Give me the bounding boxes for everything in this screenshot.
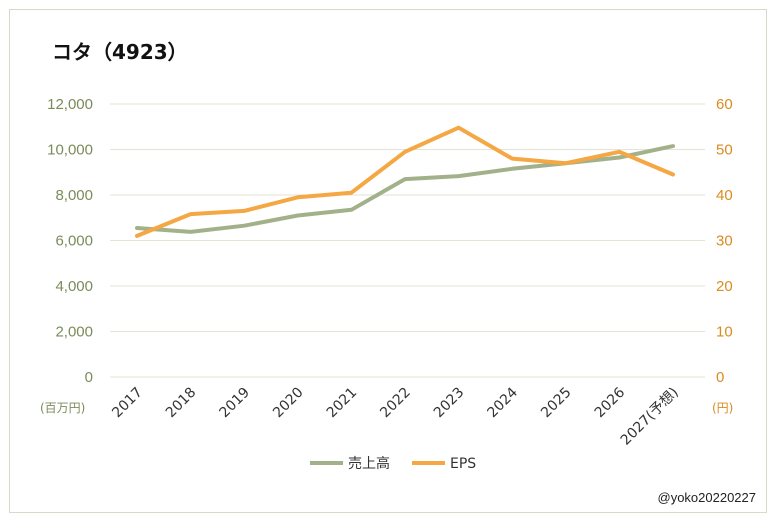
chart-frame: [9, 9, 767, 513]
x-tick-label: 2022: [377, 385, 414, 422]
left-tick-label: 2,000: [55, 324, 93, 341]
right-tick-label: 50: [716, 142, 733, 159]
x-axis-ticks: 2017 2018 2019 2020 2021 2022 2023 2024 2025 2026…: [109, 384, 682, 448]
left-tick-label: 8,000: [55, 187, 93, 204]
right-tick-label: 40: [716, 187, 733, 204]
left-tick-label: 4,000: [55, 278, 93, 295]
left-tick-label: 10,000: [47, 142, 93, 159]
legend-label-sales: 売上高: [348, 455, 390, 472]
x-tick-label: 2019: [217, 385, 254, 422]
x-tick-label: 2017: [109, 385, 146, 422]
right-tick-label: 30: [716, 233, 733, 250]
right-tick-label: 60: [716, 96, 733, 113]
right-axis-ticks: 0 10 20 30 40 50 60: [716, 96, 733, 386]
series-line-eps: [135, 125, 675, 238]
left-tick-label: 12,000: [47, 96, 93, 113]
right-axis-unit: (円): [712, 401, 733, 415]
legend-label-eps: EPS: [450, 456, 476, 472]
x-tick-label: 2018: [163, 385, 200, 422]
right-tick-label: 0: [716, 369, 724, 386]
chart-title: コタ（4923）: [52, 40, 188, 64]
legend: 売上高 EPS: [310, 455, 476, 472]
x-tick-label: 2020: [270, 385, 307, 422]
right-tick-label: 10: [716, 324, 733, 341]
x-tick-label: 2023: [431, 385, 468, 422]
x-tick-label: 2027(予想): [618, 385, 682, 449]
left-tick-label: 6,000: [55, 233, 93, 250]
x-tick-label: 2021: [324, 385, 361, 422]
left-tick-label: 0: [85, 369, 93, 386]
right-tick-label: 20: [716, 278, 733, 295]
x-tick-label: 2025: [538, 385, 575, 422]
series-lines: [135, 125, 675, 238]
x-tick-label: 2024: [485, 384, 522, 421]
gridlines: [110, 103, 705, 378]
x-tick-label: 2026: [592, 384, 629, 421]
left-axis-unit: (百万円): [40, 401, 85, 415]
credit-text: @yoko20220227: [657, 490, 757, 505]
left-axis-ticks: 0 2,000 4,000 6,000 8,000 10,000 12,000: [47, 96, 93, 386]
